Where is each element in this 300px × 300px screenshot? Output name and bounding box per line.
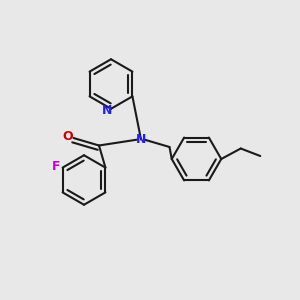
Text: O: O <box>63 130 74 143</box>
Text: N: N <box>136 133 146 146</box>
Text: F: F <box>52 160 60 172</box>
Text: N: N <box>102 104 112 117</box>
